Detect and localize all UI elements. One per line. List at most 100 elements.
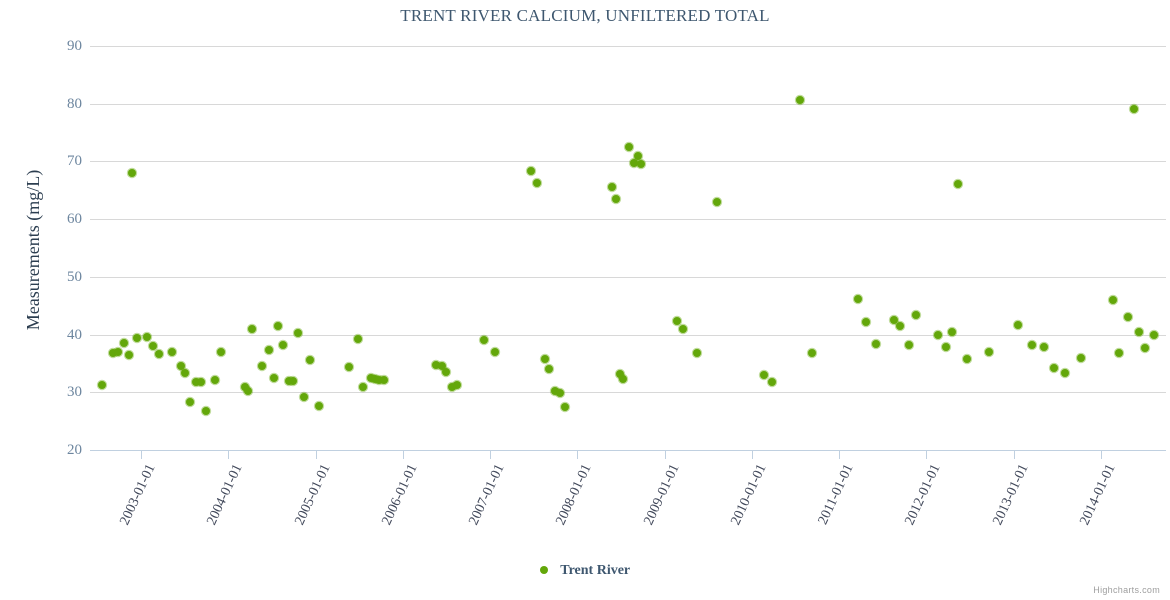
data-point[interactable]: [555, 389, 564, 398]
data-point[interactable]: [269, 374, 278, 383]
data-point[interactable]: [119, 338, 128, 347]
data-point[interactable]: [629, 159, 638, 168]
data-point[interactable]: [181, 368, 190, 377]
x-axis-tick-mark: [926, 451, 928, 459]
data-point[interactable]: [113, 347, 122, 356]
data-point[interactable]: [526, 166, 535, 175]
data-point[interactable]: [108, 349, 117, 358]
data-point[interactable]: [551, 387, 560, 396]
data-point[interactable]: [278, 340, 287, 349]
data-point[interactable]: [532, 178, 541, 187]
data-point[interactable]: [479, 336, 488, 345]
data-point[interactable]: [912, 310, 921, 319]
data-point[interactable]: [611, 194, 620, 203]
data-point[interactable]: [795, 96, 804, 105]
data-point[interactable]: [637, 160, 646, 169]
data-point[interactable]: [1014, 320, 1023, 329]
gridline: [90, 334, 1166, 336]
data-point[interactable]: [437, 362, 446, 371]
data-point[interactable]: [201, 406, 210, 415]
data-point[interactable]: [257, 361, 266, 370]
data-point[interactable]: [380, 376, 389, 385]
data-point[interactable]: [948, 328, 957, 337]
data-point[interactable]: [1040, 342, 1049, 351]
data-point[interactable]: [560, 403, 569, 412]
data-point[interactable]: [353, 335, 362, 344]
data-point[interactable]: [872, 339, 881, 348]
legend-item-trent-river[interactable]: Trent River: [539, 562, 630, 580]
data-point[interactable]: [896, 321, 905, 330]
data-point[interactable]: [432, 361, 441, 370]
data-point[interactable]: [1124, 313, 1133, 322]
data-point[interactable]: [672, 316, 681, 325]
data-point[interactable]: [541, 354, 550, 363]
data-point[interactable]: [284, 377, 293, 386]
data-point[interactable]: [759, 370, 768, 379]
data-point[interactable]: [490, 348, 499, 357]
data-point[interactable]: [149, 341, 158, 350]
data-point[interactable]: [186, 397, 195, 406]
data-point[interactable]: [359, 382, 368, 391]
data-point[interactable]: [679, 325, 688, 334]
data-point[interactable]: [619, 375, 628, 383]
data-point[interactable]: [625, 143, 634, 151]
x-axis-tick-label: 2008-01-01: [553, 462, 595, 528]
data-point[interactable]: [142, 332, 151, 341]
data-point[interactable]: [963, 354, 972, 363]
data-point[interactable]: [713, 197, 722, 206]
data-point[interactable]: [954, 179, 963, 188]
data-point[interactable]: [265, 345, 274, 354]
data-point[interactable]: [375, 375, 384, 384]
data-point[interactable]: [274, 322, 283, 331]
data-point[interactable]: [545, 365, 554, 374]
data-point[interactable]: [244, 386, 253, 395]
data-point[interactable]: [197, 377, 206, 386]
data-point[interactable]: [370, 375, 379, 383]
data-point[interactable]: [344, 363, 353, 372]
data-point[interactable]: [692, 349, 701, 358]
data-point[interactable]: [607, 182, 616, 191]
data-point[interactable]: [615, 369, 624, 378]
data-point[interactable]: [904, 340, 913, 349]
data-point[interactable]: [133, 334, 142, 343]
data-point[interactable]: [1115, 349, 1124, 358]
data-point[interactable]: [1108, 295, 1117, 304]
data-point[interactable]: [1050, 364, 1059, 373]
data-point[interactable]: [808, 349, 817, 358]
data-point[interactable]: [985, 347, 993, 356]
data-point[interactable]: [210, 375, 219, 384]
data-point[interactable]: [176, 361, 185, 370]
data-point[interactable]: [154, 350, 163, 359]
data-point[interactable]: [862, 318, 871, 327]
data-point[interactable]: [633, 152, 642, 161]
data-point[interactable]: [124, 351, 133, 360]
data-point[interactable]: [447, 382, 456, 391]
data-point[interactable]: [1149, 331, 1158, 340]
data-point[interactable]: [167, 347, 176, 356]
data-point[interactable]: [442, 367, 451, 376]
data-point[interactable]: [934, 331, 943, 340]
data-point[interactable]: [767, 377, 776, 386]
data-point[interactable]: [192, 377, 201, 386]
data-point[interactable]: [1076, 353, 1085, 362]
data-point[interactable]: [1140, 344, 1149, 353]
data-point[interactable]: [315, 401, 324, 410]
data-point[interactable]: [128, 168, 137, 177]
highcharts-credit: Highcharts.com: [1093, 585, 1160, 595]
data-point[interactable]: [97, 381, 106, 390]
data-point[interactable]: [1129, 105, 1138, 114]
x-axis-tick-mark: [228, 451, 230, 459]
data-point[interactable]: [289, 377, 298, 386]
data-point[interactable]: [1061, 368, 1070, 377]
data-point[interactable]: [1028, 340, 1037, 349]
data-point[interactable]: [1135, 328, 1143, 337]
data-point[interactable]: [216, 348, 225, 357]
data-point[interactable]: [853, 295, 862, 304]
data-point[interactable]: [306, 355, 315, 364]
data-point[interactable]: [294, 329, 303, 338]
data-point[interactable]: [300, 392, 309, 401]
data-point[interactable]: [248, 325, 257, 334]
data-point[interactable]: [942, 342, 951, 351]
data-point[interactable]: [890, 315, 899, 324]
data-point[interactable]: [452, 381, 461, 390]
